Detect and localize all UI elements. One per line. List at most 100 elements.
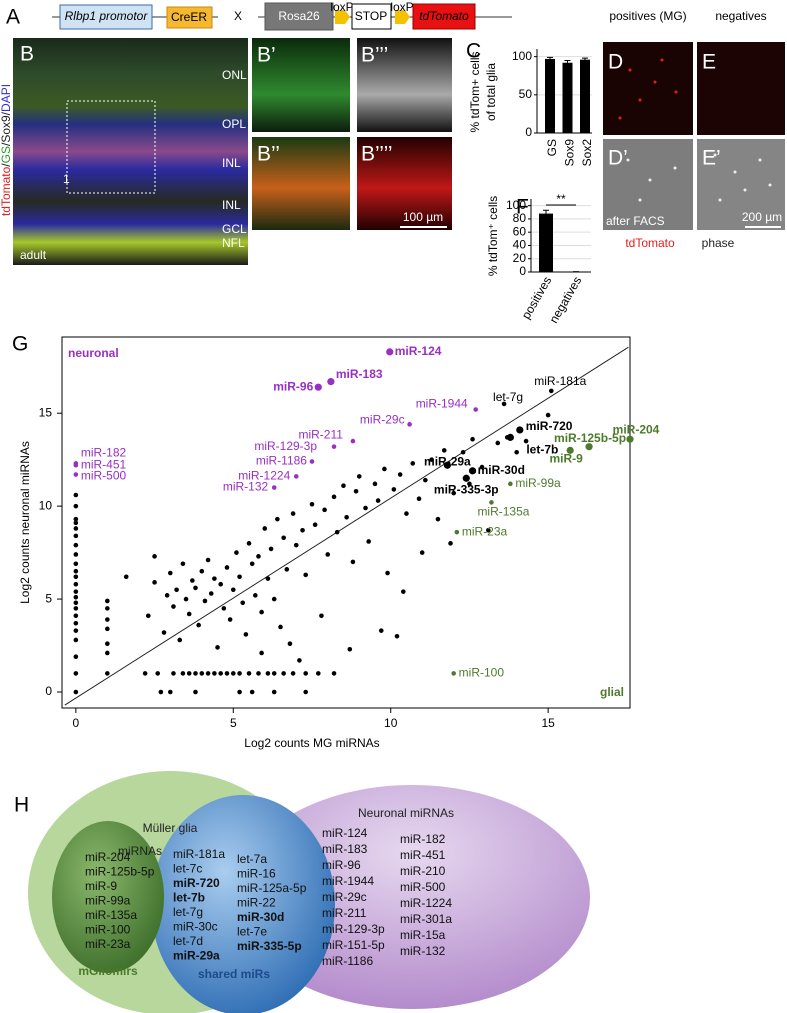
point [237, 574, 242, 580]
panel-letter: D [608, 51, 623, 74]
point [73, 589, 79, 594]
point-label: miR-720 [526, 419, 573, 433]
point [468, 467, 477, 475]
point [344, 514, 349, 520]
point [331, 671, 337, 676]
point [174, 587, 179, 593]
point [265, 671, 271, 676]
x-tick-label: 10 [384, 716, 398, 730]
point-label: miR-30d [478, 463, 525, 477]
mirna-item: miR-125b-5p [85, 865, 155, 879]
loxp-site [335, 10, 350, 24]
point [237, 689, 242, 695]
point [353, 488, 359, 494]
point [506, 433, 514, 441]
point [73, 520, 79, 526]
point [467, 481, 472, 487]
point [278, 624, 283, 630]
y-tick-label: 100 [506, 198, 526, 212]
mirna-item: miR-124 [322, 826, 368, 840]
inset-letter: B’’’ [361, 44, 388, 67]
point [186, 671, 192, 676]
point [314, 383, 322, 391]
point [284, 567, 290, 572]
point [243, 632, 249, 637]
column-title: positives (MG) [609, 9, 686, 23]
point [441, 448, 447, 453]
point [378, 628, 384, 633]
point-label: miR-135a [477, 505, 529, 519]
point [152, 554, 157, 559]
point [262, 526, 268, 531]
point [230, 587, 236, 593]
point [230, 671, 236, 676]
inset-region [66, 100, 156, 194]
channel-label: tdTomato [625, 236, 675, 250]
point [489, 500, 494, 505]
point [287, 641, 293, 646]
point [193, 671, 198, 676]
point [73, 637, 79, 643]
mirna-item: miR-9 [85, 879, 117, 893]
venn-shared [151, 795, 335, 1013]
mirna-item: miR-1944 [322, 874, 374, 888]
point [350, 559, 356, 565]
point [410, 461, 416, 466]
point [386, 348, 394, 356]
stain-part: tdTomato [0, 166, 13, 216]
point [73, 628, 79, 633]
point [265, 576, 271, 581]
point [385, 570, 390, 576]
point [501, 401, 507, 407]
layer-label: OPL [222, 117, 246, 131]
point [73, 606, 79, 611]
panel-letter: E [702, 51, 716, 74]
creer-label: CreER [171, 10, 207, 24]
point [293, 474, 299, 479]
promoter-label: Rlbp1 promotor [65, 9, 149, 23]
loxp-label: loxP [330, 0, 353, 14]
panel-letter: D’ [608, 147, 628, 170]
creer-box [166, 6, 213, 29]
x-tick-label: 0 [73, 716, 80, 730]
y-tick-label: 10 [39, 498, 53, 512]
mirna-item: miR-301a [400, 912, 452, 926]
point [275, 516, 280, 522]
point [350, 438, 356, 444]
column-title: negatives [715, 9, 766, 23]
point [585, 443, 593, 451]
point [186, 611, 192, 617]
point [73, 552, 79, 557]
y-tick-label: 50 [519, 87, 533, 101]
point-label: miR-1224 [238, 469, 290, 483]
point [566, 446, 574, 454]
point [268, 546, 274, 552]
inset-image [357, 137, 452, 230]
inset-letter: B’ [257, 44, 276, 67]
point [73, 574, 79, 580]
mirna-item: miR-29c [322, 890, 367, 904]
point [105, 626, 110, 632]
point-label: miR-100 [459, 666, 505, 680]
inset-image [252, 137, 350, 230]
venn-title: shared miRs [198, 967, 270, 981]
point [73, 620, 79, 626]
point [382, 466, 387, 472]
y-tick-label: 20 [513, 251, 527, 265]
point [105, 641, 110, 646]
point [309, 459, 315, 464]
point [123, 574, 129, 580]
stop-label: STOP [355, 9, 387, 23]
mirna-item: miR-135a [85, 908, 137, 922]
point [259, 650, 264, 656]
panel-letter: A [6, 6, 20, 29]
point [73, 542, 79, 548]
point-label: miR-1186 [256, 454, 307, 468]
point [303, 572, 308, 578]
point [168, 689, 173, 695]
point-label: miR-335-3p [434, 482, 499, 496]
point [142, 671, 148, 676]
point [312, 522, 318, 528]
point [199, 568, 205, 574]
